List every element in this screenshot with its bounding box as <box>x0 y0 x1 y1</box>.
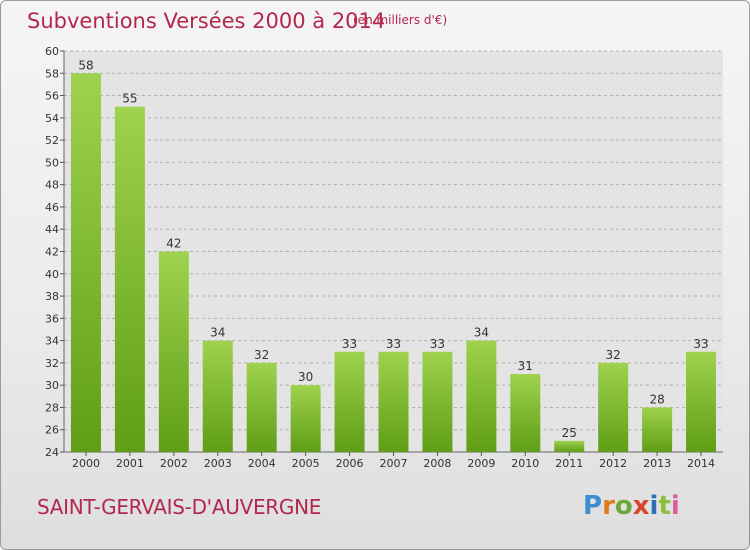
x-tick-label: 2002 <box>160 457 188 470</box>
bar <box>554 440 585 452</box>
data-label: 34 <box>210 326 225 340</box>
y-tick-label: 36 <box>45 312 59 325</box>
data-label: 55 <box>122 92 137 106</box>
x-tick-label: 2003 <box>204 457 232 470</box>
x-tick-label: 2005 <box>292 457 320 470</box>
data-label: 32 <box>606 348 621 362</box>
data-label: 33 <box>342 337 357 351</box>
proxiti-logo: Proxiti <box>583 491 680 521</box>
data-label: 33 <box>693 337 708 351</box>
data-label: 42 <box>166 237 181 251</box>
commune-name: SAINT-GERVAIS-D'AUVERGNE <box>37 495 322 519</box>
x-tick-label: 2009 <box>467 457 495 470</box>
y-tick-label: 30 <box>45 379 59 392</box>
data-label: 28 <box>649 392 664 406</box>
data-label: 34 <box>474 326 489 340</box>
data-label: 33 <box>386 337 401 351</box>
y-tick-label: 32 <box>45 357 59 370</box>
y-tick-label: 48 <box>45 179 59 192</box>
data-label: 30 <box>298 370 313 384</box>
data-label: 58 <box>78 58 93 72</box>
x-tick-label: 2001 <box>116 457 144 470</box>
x-tick-label: 2012 <box>599 457 627 470</box>
bar <box>290 385 321 452</box>
y-tick-label: 40 <box>45 268 59 281</box>
y-tick-label: 24 <box>45 446 59 459</box>
bar <box>202 340 233 452</box>
x-tick-label: 2004 <box>248 457 276 470</box>
x-tick-label: 2000 <box>72 457 100 470</box>
y-tick-label: 34 <box>45 335 59 348</box>
bar <box>422 351 453 452</box>
bar <box>246 362 277 452</box>
data-label: 33 <box>430 337 445 351</box>
bar <box>334 351 365 452</box>
x-tick-label: 2010 <box>511 457 539 470</box>
bar <box>642 407 673 452</box>
x-tick-label: 2011 <box>555 457 583 470</box>
chart-title: Subventions Versées 2000 à 2014 <box>27 9 386 33</box>
y-tick-label: 54 <box>45 112 59 125</box>
y-tick-label: 56 <box>45 90 59 103</box>
data-label: 25 <box>562 426 577 440</box>
y-tick-label: 26 <box>45 424 59 437</box>
bar <box>70 73 101 453</box>
y-tick-label: 58 <box>45 67 59 80</box>
data-label: 32 <box>254 348 269 362</box>
bar <box>598 362 629 452</box>
y-tick-label: 42 <box>45 246 59 259</box>
y-tick-label: 52 <box>45 134 59 147</box>
data-label: 31 <box>518 359 533 373</box>
bar <box>510 374 541 452</box>
chart-subtitle: (en milliers d'€) <box>353 13 448 27</box>
y-tick-label: 60 <box>45 45 59 58</box>
bar <box>114 106 145 452</box>
bar <box>686 351 717 452</box>
x-tick-label: 2013 <box>643 457 671 470</box>
x-tick-label: 2006 <box>336 457 364 470</box>
x-tick-label: 2008 <box>423 457 451 470</box>
x-tick-label: 2007 <box>380 457 408 470</box>
x-tick-label: 2014 <box>687 457 715 470</box>
y-tick-label: 46 <box>45 201 59 214</box>
y-tick-label: 38 <box>45 290 59 303</box>
bar <box>378 351 409 452</box>
bar <box>466 340 497 452</box>
y-tick-label: 28 <box>45 401 59 414</box>
bar <box>158 251 189 452</box>
y-tick-label: 44 <box>45 223 59 236</box>
y-tick-label: 50 <box>45 156 59 169</box>
